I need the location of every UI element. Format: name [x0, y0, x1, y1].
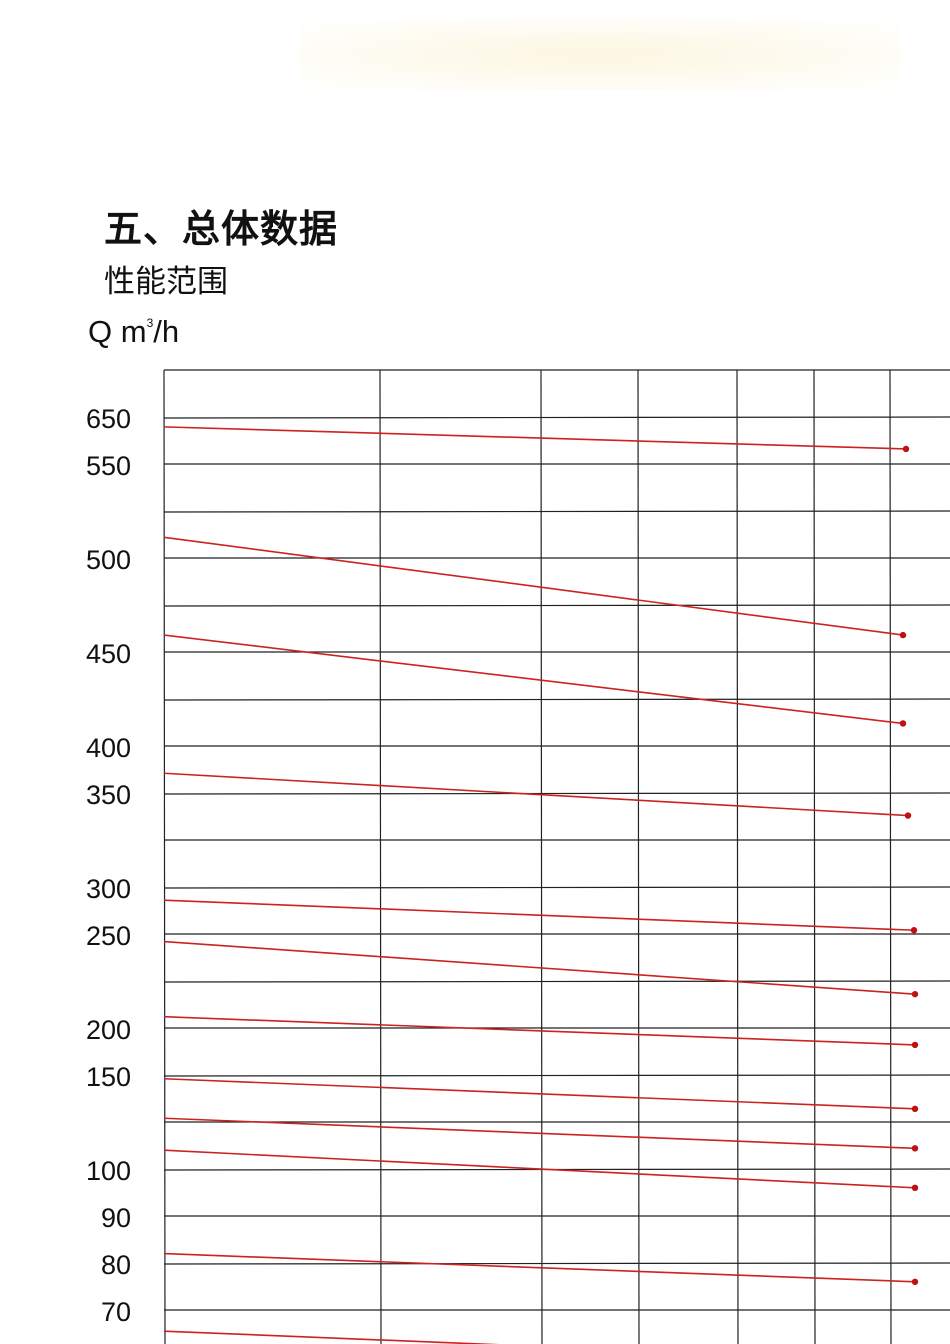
y-tick-label: 400 [86, 733, 131, 763]
y-tick-label: 100 [86, 1156, 131, 1186]
line-end-point [910, 927, 918, 934]
performance-line [163, 1117, 916, 1150]
performance-line [163, 1252, 916, 1283]
unit-prefix: Q m [88, 314, 147, 349]
grid-line-vertical [813, 369, 816, 1344]
grid-line-vertical [637, 369, 640, 1344]
line-end-point [911, 1145, 919, 1152]
line-end-point [911, 1105, 919, 1113]
performance-line [163, 1149, 916, 1189]
performance-line [163, 1015, 916, 1046]
line-end-point [911, 1041, 919, 1049]
grid-line-horizontal [163, 510, 950, 513]
y-tick-label: 650 [86, 404, 131, 434]
y-tick-label: 70 [101, 1297, 131, 1327]
grid-line-horizontal [163, 1262, 950, 1265]
line-end-point [902, 445, 910, 453]
performance-line [163, 940, 916, 995]
line-end-point [911, 1278, 919, 1286]
performance-line [163, 536, 904, 636]
y-tick-label: 150 [86, 1062, 131, 1092]
performance-line [163, 1077, 916, 1110]
grid-line-vertical [736, 369, 739, 1344]
unit-superscript: 3 [146, 316, 154, 330]
grid-line-horizontal [163, 698, 950, 701]
grid-line-horizontal [163, 792, 950, 795]
line-end-point [899, 631, 907, 639]
grid-line-horizontal [163, 1074, 950, 1077]
y-tick-label: 250 [86, 921, 131, 951]
line-end-point [899, 720, 907, 727]
y-tick-label: 90 [101, 1203, 131, 1233]
performance-line [163, 1330, 500, 1344]
line-end-point [911, 990, 919, 998]
grid-line-vertical [889, 369, 892, 1344]
y-tick-label: 350 [86, 780, 131, 810]
line-end-point [911, 1184, 919, 1192]
grid-line-horizontal [163, 416, 950, 419]
y-tick-label: 450 [86, 639, 131, 669]
section-title: 五、总体数据 [104, 207, 339, 251]
grid-line-horizontal [163, 604, 950, 607]
performance-line [163, 772, 909, 817]
unit-suffix: /h [153, 314, 180, 349]
line-end-point [904, 812, 912, 819]
y-tick-label: 500 [86, 545, 131, 575]
performance-line [163, 634, 904, 725]
y-axis-unit-label: Q m3/h [88, 314, 179, 350]
grid-line-horizontal [163, 980, 950, 983]
y-tick-label: 550 [86, 451, 131, 481]
performance-line [163, 899, 915, 932]
grid-line-horizontal [163, 886, 950, 889]
scan-smudge [300, 20, 900, 90]
grid-line-vertical [540, 369, 543, 1344]
grid-line-vertical [379, 369, 382, 1344]
grid-line-vertical [163, 369, 166, 1344]
y-tick-label: 80 [101, 1250, 131, 1280]
section-subtitle: 性能范围 [104, 264, 228, 300]
y-tick-label: 300 [86, 874, 131, 904]
performance-line [163, 426, 907, 450]
y-tick-label: 200 [86, 1015, 131, 1045]
